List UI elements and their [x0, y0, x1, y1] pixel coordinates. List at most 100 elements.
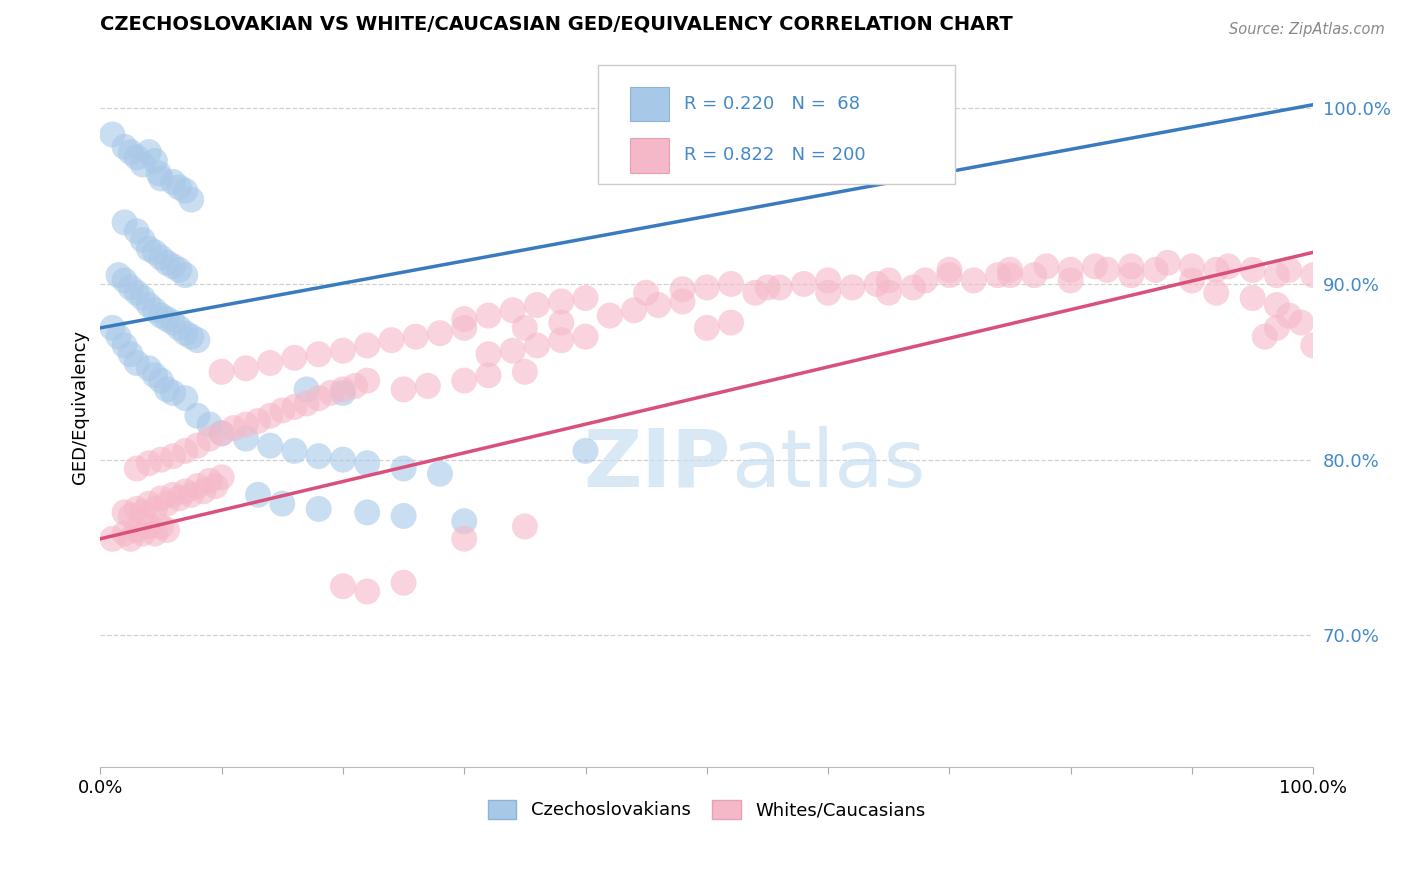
Point [174, 391, 197, 405]
Point [817, 285, 839, 300]
Point [235, 417, 257, 432]
Legend: Czechoslovakians, Whites/Caucasians: Czechoslovakians, Whites/Caucasians [481, 793, 934, 827]
Point [308, 391, 330, 405]
Point [148, 166, 170, 180]
Point [180, 329, 202, 343]
Point [143, 502, 166, 516]
Point [671, 282, 693, 296]
Point [125, 461, 148, 475]
Point [1302, 268, 1324, 282]
Point [125, 285, 148, 300]
Point [477, 347, 499, 361]
Point [295, 383, 318, 397]
Point [599, 309, 621, 323]
Text: atlas: atlas [731, 425, 925, 504]
Point [623, 303, 645, 318]
Point [143, 245, 166, 260]
Point [332, 385, 354, 400]
Point [332, 383, 354, 397]
Point [167, 491, 190, 506]
Point [211, 365, 233, 379]
Text: ZIP: ZIP [583, 425, 731, 504]
Point [138, 497, 160, 511]
Point [1181, 260, 1204, 274]
Point [356, 374, 378, 388]
Point [143, 526, 166, 541]
Point [167, 321, 190, 335]
Point [1241, 263, 1264, 277]
Point [156, 523, 179, 537]
Point [180, 488, 202, 502]
Point [550, 333, 572, 347]
Point [222, 421, 245, 435]
Point [114, 140, 136, 154]
Point [156, 383, 179, 397]
Point [1121, 260, 1143, 274]
Point [120, 508, 142, 523]
Point [162, 175, 184, 189]
Point [647, 298, 669, 312]
Point [998, 268, 1021, 282]
Point [696, 321, 718, 335]
Point [138, 242, 160, 256]
Point [114, 215, 136, 229]
Point [211, 426, 233, 441]
Point [1181, 273, 1204, 287]
Point [156, 256, 179, 270]
Point [453, 321, 475, 335]
Point [744, 285, 766, 300]
Point [107, 268, 129, 282]
Point [453, 532, 475, 546]
Point [101, 532, 124, 546]
Point [259, 439, 281, 453]
Point [283, 351, 305, 365]
Point [259, 409, 281, 423]
Point [793, 277, 815, 291]
Point [186, 333, 208, 347]
Text: CZECHOSLOVAKIAN VS WHITE/CAUCASIAN GED/EQUIVALENCY CORRELATION CHART: CZECHOSLOVAKIAN VS WHITE/CAUCASIAN GED/E… [100, 15, 1014, 34]
Point [138, 456, 160, 470]
Point [356, 584, 378, 599]
Point [162, 260, 184, 274]
Point [513, 519, 536, 533]
Point [1254, 329, 1277, 343]
Point [1302, 338, 1324, 352]
Point [1205, 263, 1227, 277]
Point [107, 329, 129, 343]
Point [271, 497, 294, 511]
Point [150, 171, 173, 186]
Point [987, 268, 1010, 282]
Point [756, 280, 779, 294]
Point [416, 379, 439, 393]
FancyBboxPatch shape [630, 87, 669, 121]
Point [1278, 263, 1301, 277]
Point [901, 280, 924, 294]
Point [295, 396, 318, 410]
Point [405, 329, 427, 343]
Point [392, 508, 415, 523]
Point [150, 374, 173, 388]
Point [186, 439, 208, 453]
Point [477, 368, 499, 383]
Point [235, 432, 257, 446]
Point [1218, 260, 1240, 274]
Point [162, 488, 184, 502]
Point [114, 526, 136, 541]
Point [938, 263, 960, 277]
Point [138, 519, 160, 533]
Point [308, 347, 330, 361]
Point [392, 575, 415, 590]
Point [198, 432, 221, 446]
Point [132, 291, 155, 305]
Point [132, 526, 155, 541]
Point [574, 291, 596, 305]
Point [1265, 321, 1288, 335]
Point [138, 298, 160, 312]
Point [167, 263, 190, 277]
Point [877, 285, 900, 300]
Point [720, 277, 742, 291]
Point [356, 456, 378, 470]
Point [283, 400, 305, 414]
Point [636, 285, 658, 300]
Point [143, 153, 166, 168]
